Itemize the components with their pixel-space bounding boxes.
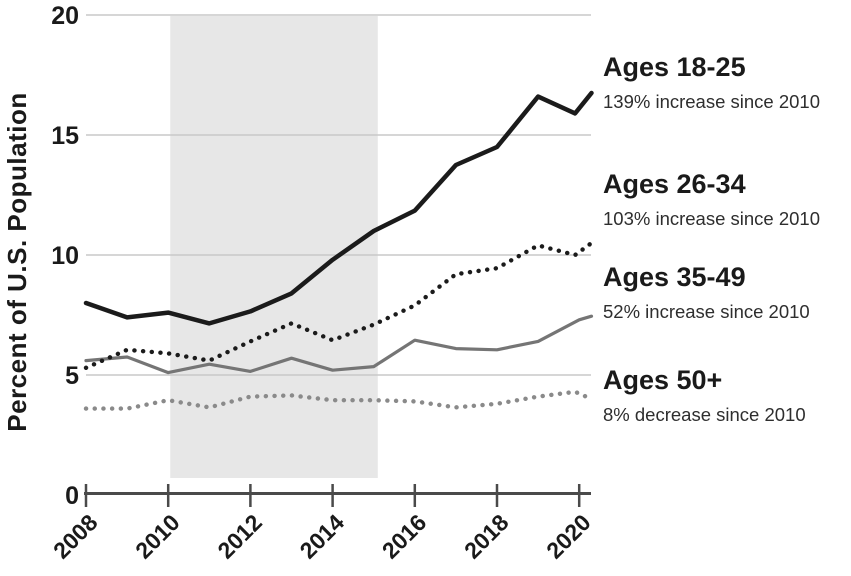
x-tick-label-2010: 2010 [130, 509, 185, 564]
legend-title-ages-50-plus: Ages 50+ [603, 365, 723, 395]
x-tick-label-2016: 2016 [377, 509, 432, 564]
legend-item-ages-35-49: Ages 35-49 52% increase since 2010 [603, 262, 849, 322]
series-line-ages-50- [83, 389, 594, 411]
y-tick-label-15: 15 [51, 122, 79, 150]
shaded-band-2010-2015 [170, 16, 378, 478]
legend-item-ages-18-25: Ages 18-25 139% increase since 2010 [603, 52, 849, 112]
series-line-ages-18-25 [83, 90, 594, 326]
y-tick-label-10: 10 [51, 242, 79, 270]
y-tick-label-20: 20 [51, 2, 79, 30]
x-tick-label-2020: 2020 [541, 509, 596, 564]
x-tick-label-2018: 2018 [459, 509, 514, 564]
legend-annotation-ages-35-49: 52% increase since 2010 [603, 300, 810, 322]
legend-item-ages-26-34: Ages 26-34 103% increase since 2010 [603, 169, 849, 229]
legend: Ages 18-25 139% increase since 2010 Ages… [603, 0, 849, 576]
x-tick-label-2008: 2008 [48, 509, 103, 564]
y-tick-label-0: 0 [65, 482, 79, 510]
series-line-ages-35-49 [84, 314, 594, 375]
legend-title-ages-18-25: Ages 18-25 [603, 52, 746, 82]
x-tick-label-2014: 2014 [295, 509, 350, 564]
legend-item-ages-50-plus: Ages 50+ 8% decrease since 2010 [603, 365, 849, 425]
legend-annotation-ages-50-plus: 8% decrease since 2010 [603, 403, 806, 425]
legend-title-ages-35-49: Ages 35-49 [603, 262, 746, 292]
y-tick-label-5: 5 [65, 362, 79, 390]
legend-annotation-ages-18-25: 139% increase since 2010 [603, 90, 821, 112]
legend-annotation-ages-26-34: 103% increase since 2010 [603, 207, 821, 229]
y-axis-title: Percent of U.S. Population [2, 92, 32, 431]
x-tick-label-2012: 2012 [212, 509, 267, 564]
legend-title-ages-26-34: Ages 26-34 [603, 169, 746, 199]
